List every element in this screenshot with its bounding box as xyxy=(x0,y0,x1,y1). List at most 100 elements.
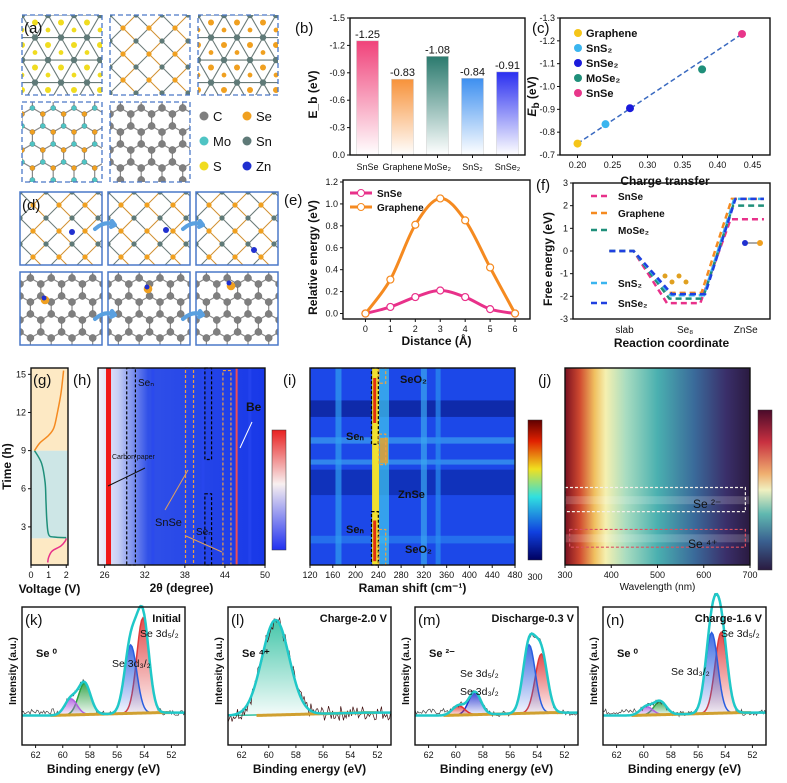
bar xyxy=(426,56,449,156)
bond xyxy=(236,59,251,83)
bond xyxy=(200,256,210,265)
atom xyxy=(37,280,45,288)
atom xyxy=(57,280,66,288)
atom xyxy=(100,256,107,263)
atom xyxy=(196,292,200,300)
bond xyxy=(1,108,11,114)
data-point xyxy=(486,305,495,314)
x-tick-label: 54 xyxy=(345,750,355,760)
bond xyxy=(20,217,21,218)
bond xyxy=(279,242,289,248)
atom xyxy=(221,164,228,171)
bond xyxy=(20,204,34,219)
atom xyxy=(260,64,266,71)
atom xyxy=(233,316,242,324)
bond xyxy=(120,256,130,265)
atom xyxy=(30,213,35,218)
atom xyxy=(213,316,221,324)
atom xyxy=(70,56,78,64)
bond xyxy=(30,350,40,356)
bond xyxy=(133,204,148,219)
atom xyxy=(7,5,12,10)
atom xyxy=(131,215,137,221)
bond xyxy=(122,40,137,55)
atom xyxy=(110,238,117,245)
bond xyxy=(10,350,20,356)
atom xyxy=(157,241,163,247)
envelope-fit xyxy=(603,592,766,717)
bond xyxy=(108,204,122,219)
atom-legend-label: Se xyxy=(256,109,272,124)
bond xyxy=(122,53,137,68)
atom xyxy=(133,38,139,44)
atom xyxy=(200,128,207,135)
atom-legend-dot xyxy=(199,136,209,146)
bond xyxy=(22,15,23,17)
bond xyxy=(71,243,86,258)
atom xyxy=(156,334,164,342)
colorbar-label: 300 xyxy=(527,572,542,582)
bond xyxy=(221,243,236,258)
x-tick-label: 480 xyxy=(507,570,522,580)
atom xyxy=(233,34,241,41)
intensity-band xyxy=(310,535,515,544)
atom xyxy=(127,158,135,166)
annotation: Seₙ xyxy=(346,524,364,536)
atom xyxy=(127,74,134,81)
annotation: Se ⁴⁺ xyxy=(688,537,718,551)
atom xyxy=(146,25,152,31)
bond xyxy=(27,82,36,95)
y-tick-label: 1.0 xyxy=(325,199,338,209)
x-tick-label: 1 xyxy=(388,324,393,334)
bond xyxy=(199,179,212,192)
atom xyxy=(147,146,156,154)
atom xyxy=(103,195,108,200)
x-tick-label: 0.45 xyxy=(744,160,762,170)
bond xyxy=(224,108,234,114)
y-tick-label: 3 xyxy=(21,522,26,532)
bond xyxy=(60,15,75,38)
atom xyxy=(127,146,135,154)
data-point xyxy=(361,309,370,318)
atom xyxy=(158,104,166,112)
atom xyxy=(180,202,185,207)
atom xyxy=(172,0,177,5)
bond xyxy=(74,15,75,16)
atom xyxy=(134,69,139,74)
atom xyxy=(299,132,305,138)
bond xyxy=(208,217,223,232)
atom xyxy=(185,38,190,44)
bond xyxy=(139,0,152,15)
atom xyxy=(264,310,273,318)
bond xyxy=(0,314,10,320)
bond xyxy=(148,15,163,29)
bond xyxy=(247,230,262,245)
atom xyxy=(245,215,251,221)
atom xyxy=(82,202,88,208)
bond xyxy=(1,126,11,132)
bond xyxy=(289,105,302,128)
atom xyxy=(6,20,12,26)
bond xyxy=(238,350,248,356)
bond xyxy=(236,82,245,95)
atom xyxy=(111,95,116,100)
atom xyxy=(29,141,36,147)
annotation: ZnSe xyxy=(398,489,425,501)
panel-m-xps: 62 60 58 56 54 52 (m) Discharge-0.3 V Se ²⁻ Se 3d… xyxy=(401,606,579,776)
intensity-band xyxy=(380,437,389,464)
plot-frame xyxy=(349,17,526,156)
atom xyxy=(312,124,318,130)
x-tick-label: 56 xyxy=(112,750,122,760)
bond xyxy=(110,15,111,16)
bond xyxy=(149,0,162,2)
atom xyxy=(213,244,220,251)
atom xyxy=(144,202,150,208)
atom xyxy=(219,346,226,353)
atom xyxy=(235,95,240,100)
atom xyxy=(158,140,166,148)
bond xyxy=(22,60,23,62)
atom xyxy=(111,5,116,10)
atom xyxy=(61,219,66,224)
bond xyxy=(148,79,163,94)
atom xyxy=(231,194,238,201)
